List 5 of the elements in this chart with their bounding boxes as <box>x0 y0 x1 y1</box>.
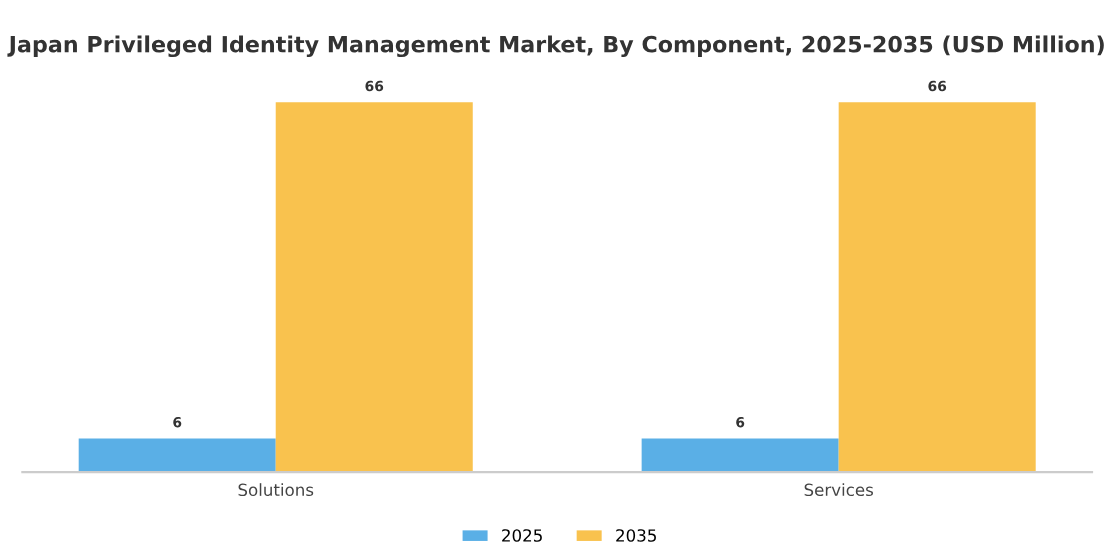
x-tick-label: Solutions <box>238 483 314 497</box>
x-tick-label: Services <box>804 483 873 497</box>
legend-label: 2035 <box>616 529 656 542</box>
chart-title: Japan Privileged Identity Management Market, By Component, 2025-2035 (USD Million) <box>7 35 1104 58</box>
legend-label: 2025 <box>502 529 542 542</box>
